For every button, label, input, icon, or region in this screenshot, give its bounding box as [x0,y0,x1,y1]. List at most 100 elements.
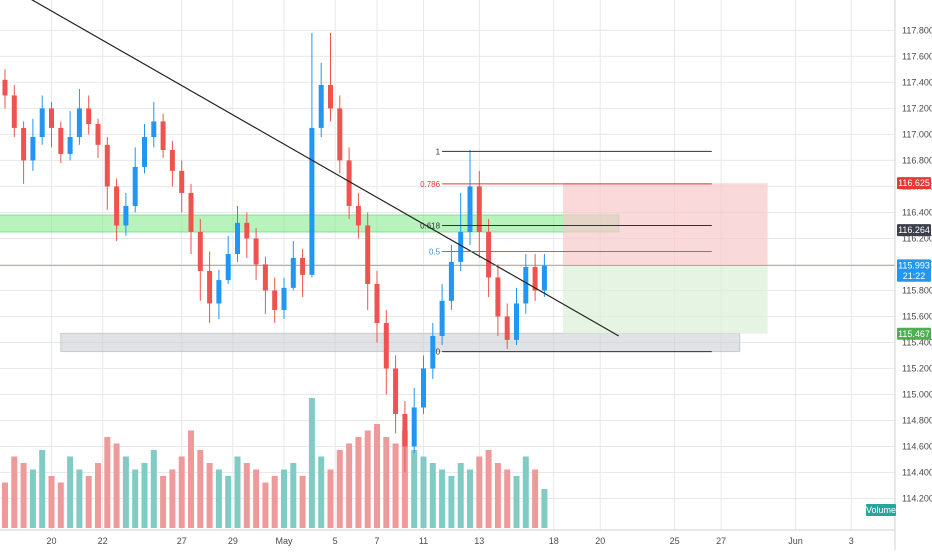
volume-bar [355,437,362,528]
y-tick-label: 116.400 [902,207,932,217]
y-tick-label: 114.400 [902,467,932,477]
fib-level-label: 1 [436,147,441,156]
candle-body [365,225,371,284]
x-tick-label: 29 [228,536,238,546]
volume-bar [541,489,548,528]
volume-bar [225,476,232,528]
volume-bar [141,463,148,528]
volume-bar [11,456,18,528]
y-tick-label: 114.600 [902,441,932,451]
volume-bar [513,476,520,528]
candle-body [142,137,147,167]
y-tick-label: 117.600 [902,51,932,61]
price-tag [897,269,931,282]
candle-body [253,238,259,265]
candle-body [421,368,426,408]
candle-body [430,335,436,369]
candle-body [104,144,110,187]
candle-body [95,124,101,145]
position-target-zone [563,265,768,334]
volume-bar [122,456,129,528]
volume-bar [411,450,418,528]
volume-bar [457,463,464,528]
volume-bar [383,437,390,528]
price-tag [897,177,931,190]
volume-tag [866,504,896,516]
y-tick-label: 115.200 [902,363,932,373]
volume-bar [197,450,204,528]
candle-body [188,192,194,232]
candle-body [318,85,324,128]
price-tag-label: 115.993 [898,260,930,270]
candle-body [495,277,501,317]
volume-bar [188,430,194,528]
fib-level-label: 0.5 [429,247,441,256]
y-tick-label: 117.800 [902,25,932,35]
volume-bar [95,463,101,528]
price-tag-label: 116.264 [898,225,930,235]
candle-body [374,283,380,323]
volume-bar [178,456,185,528]
price-tag [897,224,931,237]
candle-body [402,413,408,447]
candle-body [216,280,222,304]
volume-bar [262,482,269,528]
trendline [31,0,620,337]
candle-body [179,170,185,193]
volume-bar [104,437,111,528]
y-tick-label: 114.800 [902,415,932,425]
price-tag [897,327,931,340]
volume-bar [281,469,287,528]
candle-body [532,267,538,291]
volume-bar [290,463,297,528]
price-tag-label: 115.467 [898,329,930,339]
volume-bar [485,450,492,528]
price-tag [897,259,931,272]
volume-bar [364,430,371,528]
volume-bar [39,450,46,528]
candle-body [2,79,8,96]
volume-tag-label: Volume [866,505,896,515]
volume-bar [448,476,455,528]
volume-bar [308,398,315,528]
x-tick-label: May [275,536,293,546]
candle-body [114,186,120,226]
x-tick-label: 27 [716,536,726,546]
x-tick-label: 25 [670,536,680,546]
candle-body [123,205,129,226]
volume-bar [206,463,213,528]
candle-body [21,127,27,161]
volume-bar [76,469,83,528]
candle-body [541,265,547,291]
y-tick-label: 115.400 [902,337,932,347]
volume-bar [336,450,343,528]
y-tick-label: 114.200 [902,493,932,503]
candle-body [49,108,54,128]
x-tick-label: 22 [98,536,108,546]
volume-bar [401,430,408,528]
volume-bar [494,463,501,528]
candle-body [411,407,417,447]
volume-bar [271,476,278,528]
price-tag-label: 116.625 [898,178,930,188]
volume-bar [169,469,176,528]
y-tick-label: 115.800 [902,285,932,295]
volume-bar [318,456,325,528]
volume-bar [346,443,353,528]
volume-bar [243,463,250,528]
candle-body [76,108,82,138]
volume-bar [420,456,427,528]
candle-body [244,222,250,239]
candle-body [207,270,213,304]
candle-body [30,137,36,161]
candle-body [58,127,64,154]
x-tick-label: 20 [46,536,56,546]
fib-level-label: 0.786 [420,180,441,189]
y-tick-label: 115.600 [902,311,932,321]
candle-body [235,222,240,255]
candle-body [514,303,519,340]
candle-body [262,264,268,291]
candle-body [290,257,296,288]
